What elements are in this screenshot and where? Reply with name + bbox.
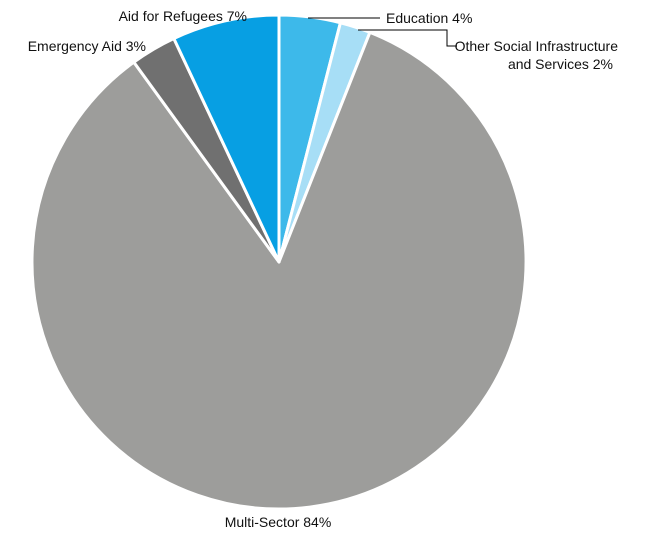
slice-label-other-social-line2: and Services 2% [508, 56, 613, 72]
slice-label-multi-sector: Multi-Sector 84% [225, 514, 332, 530]
slice-label-other-social-line1: Other Social Infrastructure [455, 38, 619, 54]
leader-line-other-social [358, 29, 457, 47]
pie-slice-aid-for-refugees [172, 13, 281, 264]
slice-label-emergency-aid: Emergency Aid 3% [28, 38, 146, 54]
pie-slices [30, 13, 528, 511]
pie-slice-multi-sector [30, 30, 528, 511]
slice-label-aid-for-refugees: Aid for Refugees 7% [119, 8, 247, 24]
slice-label-education: Education 4% [386, 10, 472, 26]
